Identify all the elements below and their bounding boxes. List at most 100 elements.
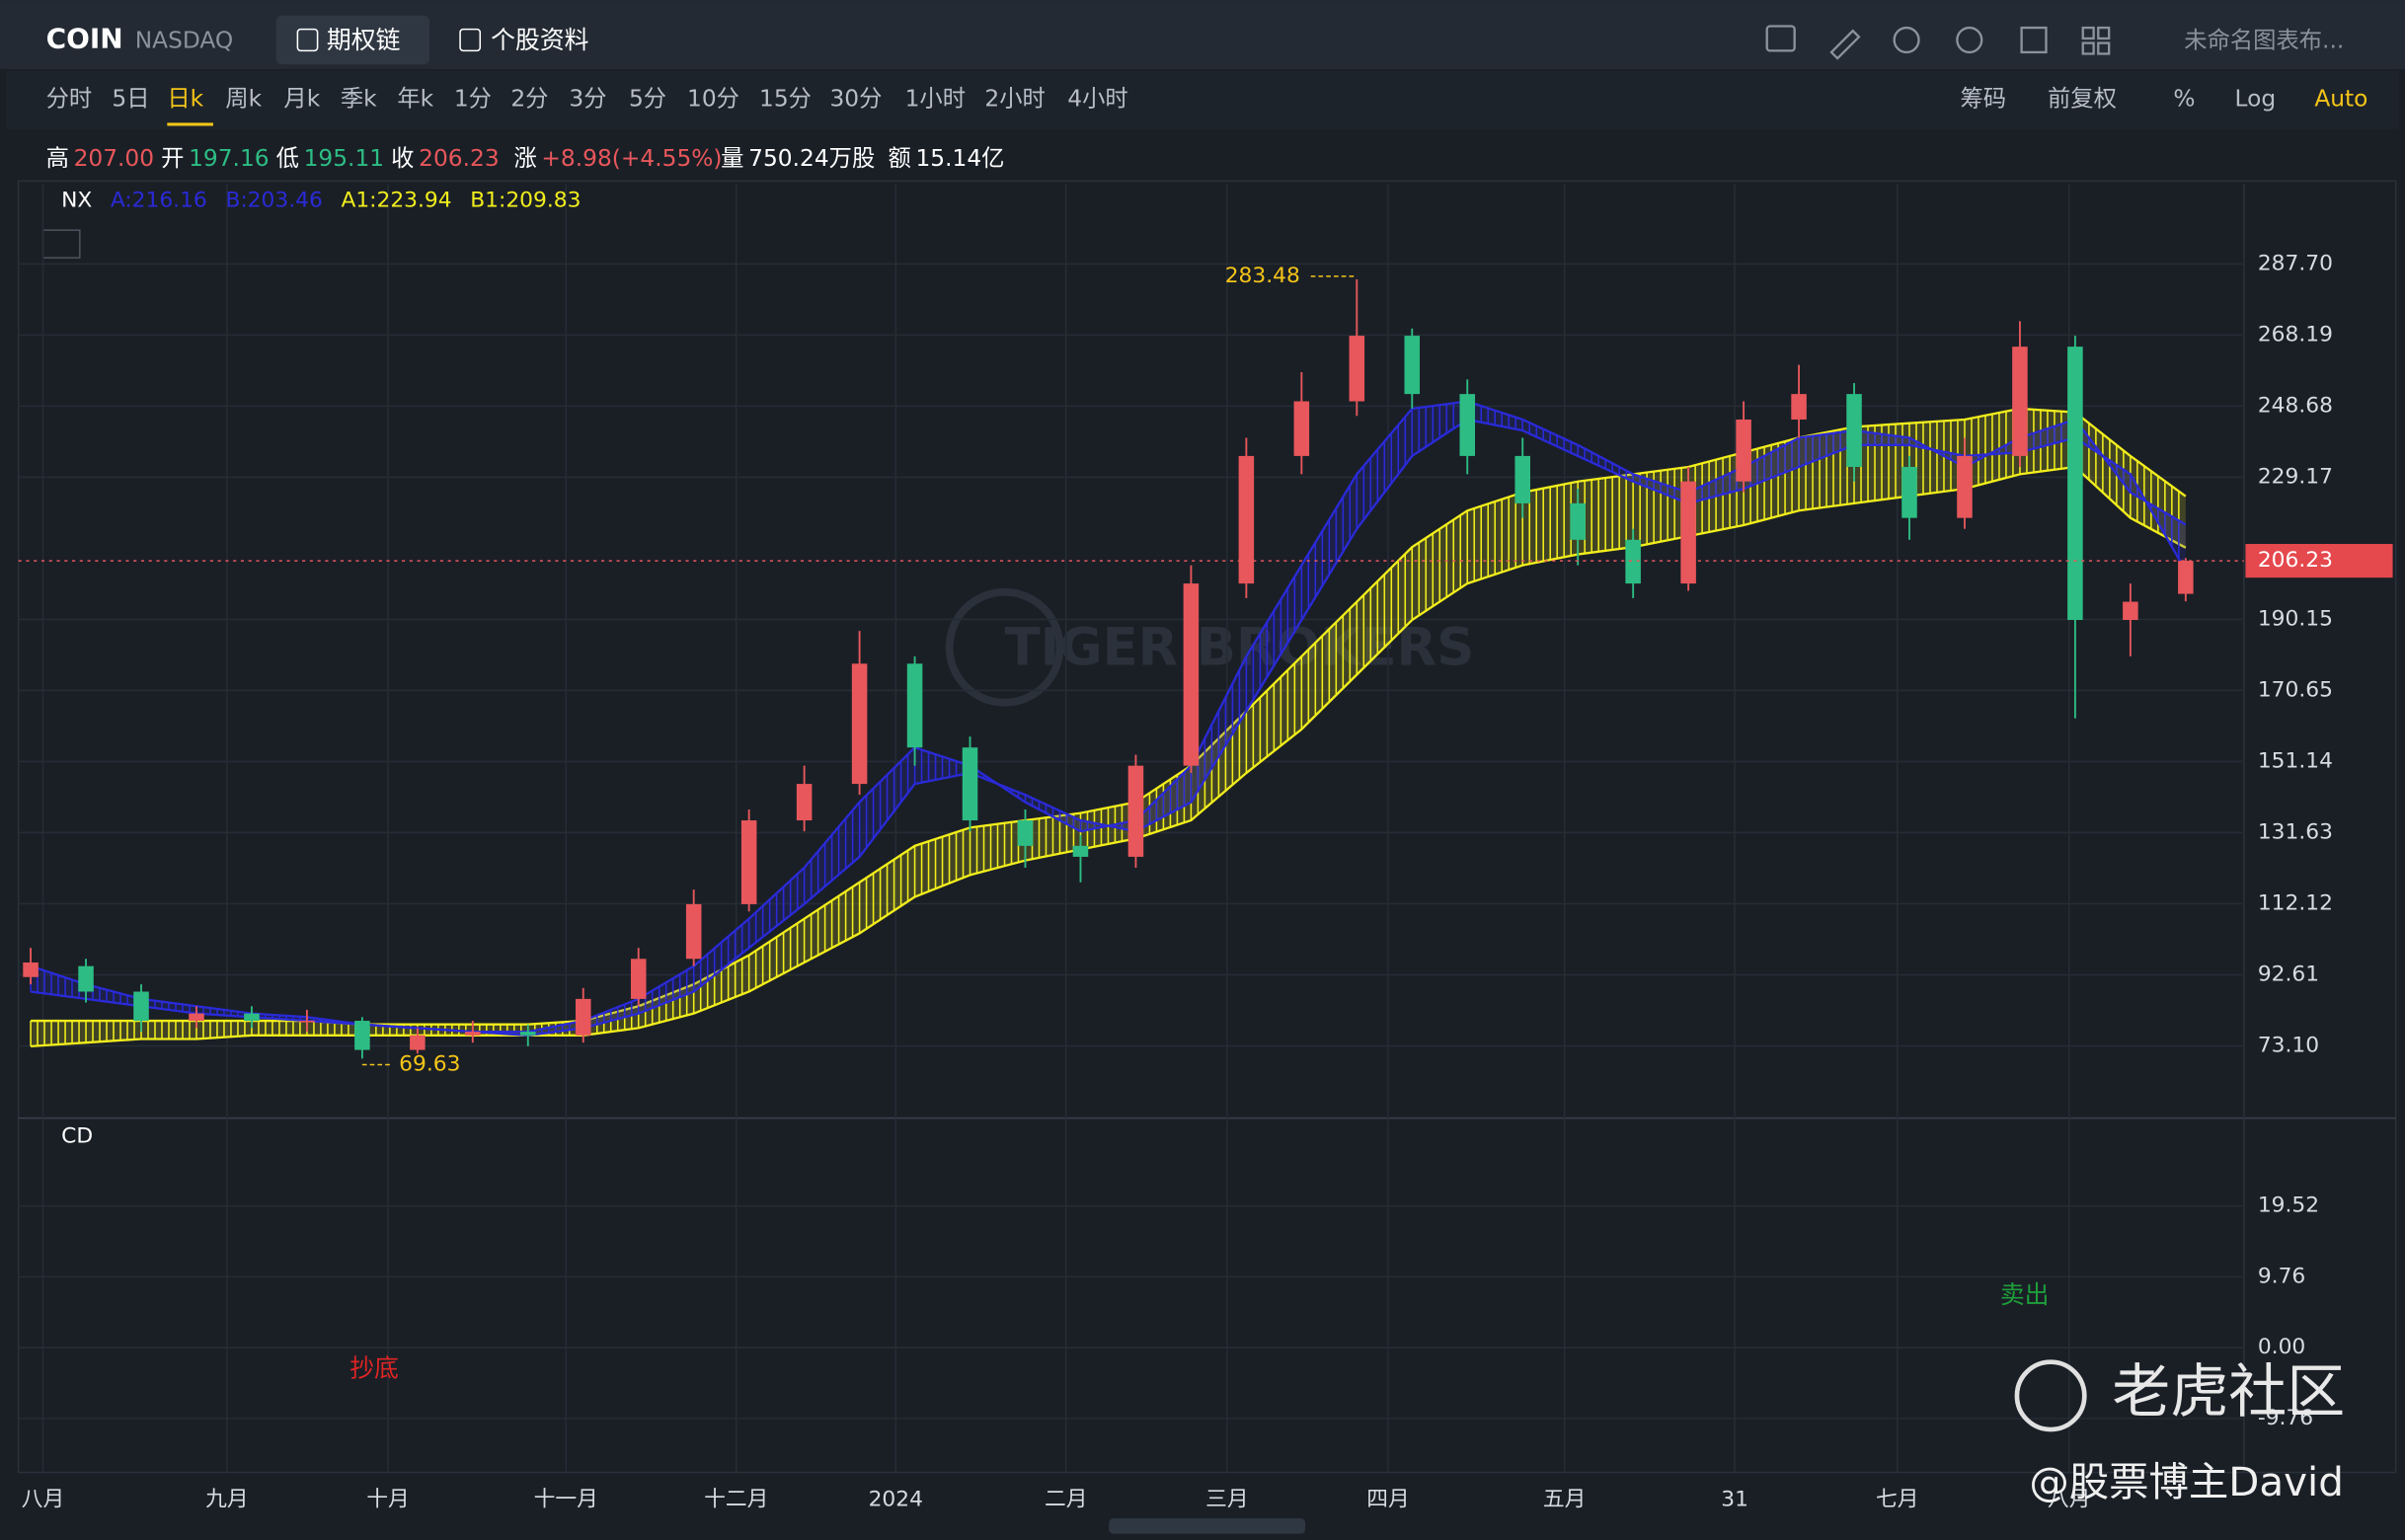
chart-option[interactable]: 筹码 (1960, 86, 2006, 113)
candle-body (1957, 455, 1973, 518)
chart-option[interactable]: % (2173, 86, 2195, 113)
y-tick-label: 190.15 (2258, 606, 2333, 631)
candle-body (1791, 394, 1807, 420)
x-tick-label: 八月 (22, 1488, 64, 1512)
candle-body (630, 959, 647, 999)
tab-icon (459, 28, 482, 52)
x-tick-label: 四月 (1366, 1488, 1410, 1512)
x-tick-label: 五月 (1543, 1488, 1587, 1512)
candle-body (1901, 466, 1917, 518)
y-tick-label: 0.00 (2258, 1335, 2305, 1359)
icon-draw[interactable] (1829, 29, 1861, 60)
period-button[interactable]: 4小时 (1067, 86, 1127, 113)
x-tick-label: 2024 (869, 1488, 923, 1512)
period-button[interactable]: 10分 (687, 86, 739, 113)
y-tick-label: 229.17 (2258, 464, 2333, 489)
chart-option[interactable]: 前复权 (2048, 86, 2117, 113)
period-button[interactable]: 5分 (629, 86, 666, 113)
brand-logo (945, 587, 1064, 707)
candle-body (1846, 394, 1862, 467)
quote-label: 量 (721, 145, 743, 172)
watermark-author: @股票博主David (2029, 1459, 2343, 1505)
icon-layout[interactable] (2081, 26, 2095, 40)
candle-body (1459, 394, 1476, 456)
candle-body (465, 1032, 481, 1036)
period-button[interactable]: 日k (167, 86, 203, 113)
x-tick-label: 八月 (2048, 1488, 2091, 1512)
period-button[interactable]: 3分 (569, 86, 606, 113)
candle-body (189, 1013, 204, 1022)
period-button[interactable]: 1小时 (905, 86, 966, 113)
y-tick-label: 131.63 (2258, 819, 2333, 844)
icon-settings[interactable] (1956, 26, 1983, 54)
candle-body (1238, 455, 1255, 584)
legend-entry: A:216.16 (111, 189, 207, 213)
indicator-name[interactable]: CD (61, 1123, 93, 1148)
y-tick-label: 248.68 (2258, 393, 2333, 418)
chart-option[interactable]: Log (2235, 86, 2277, 113)
candle-body (2067, 346, 2083, 621)
chart-option[interactable]: Auto (2314, 86, 2367, 113)
candle-body (1293, 401, 1310, 456)
x-tick-label: 七月 (1876, 1488, 1919, 1512)
period-button[interactable]: 15分 (759, 86, 812, 113)
candle-body (1072, 845, 1089, 857)
candle-body (575, 998, 591, 1036)
y-tick-label: 151.14 (2258, 748, 2333, 773)
tab[interactable]: 期权链 (327, 26, 401, 54)
candle-body (1404, 336, 1421, 395)
tab[interactable]: 个股资料 (491, 26, 588, 54)
candle-body (133, 991, 149, 1022)
legend-entry: B:203.46 (225, 189, 322, 213)
quote-label: 收 (391, 145, 414, 172)
period-button[interactable]: 年k (397, 86, 433, 113)
period-button[interactable]: 分时 (46, 86, 93, 113)
period-button[interactable]: 2小时 (984, 86, 1045, 113)
period-button[interactable]: 2分 (510, 86, 548, 113)
quote-value: 207.00 (74, 145, 155, 172)
quote-label: 高 (46, 145, 69, 172)
quote-label: 额 (889, 145, 911, 172)
period-button[interactable]: 5日 (112, 86, 149, 113)
icon-indicator[interactable] (1765, 25, 1796, 52)
x-tick-label: 十二月 (704, 1488, 768, 1512)
indicator-name[interactable]: NX (61, 189, 92, 213)
icon-layout[interactable] (2081, 41, 2095, 55)
symbol: COIN (46, 22, 123, 54)
period-button[interactable]: 季k (341, 86, 377, 113)
candle-body (1183, 583, 1200, 766)
candle-body (354, 1021, 370, 1050)
chart-area (17, 180, 2397, 1474)
signal-label: 卖出 (2000, 1280, 2050, 1309)
icon-fullscreen[interactable] (2020, 26, 2048, 54)
candle-body (244, 1013, 260, 1022)
icon-layout[interactable] (2097, 41, 2111, 55)
icon-refresh[interactable] (1893, 26, 1920, 54)
candle-body (1680, 481, 1696, 584)
candle-body (23, 962, 39, 977)
watermark-community: 老虎社区 (2112, 1357, 2345, 1425)
period-button[interactable]: 1分 (454, 86, 492, 113)
legend-entry: A1:223.94 (341, 189, 451, 213)
candle-body (1017, 820, 1034, 846)
period-button[interactable]: 30分 (829, 86, 882, 113)
watermark-logo (2014, 1359, 2087, 1432)
candle-body (2012, 346, 2028, 456)
layout-name[interactable]: 未命名图表布... (2184, 28, 2344, 54)
quote-value: 197.16 (189, 145, 270, 172)
period-button[interactable]: 周k (225, 86, 262, 113)
candle-body (851, 663, 868, 785)
candle-body (78, 965, 94, 992)
quote-label: 低 (276, 145, 299, 172)
y-tick-label: 170.65 (2258, 677, 2333, 702)
y-tick-label: 92.61 (2258, 962, 2319, 986)
x-tick-label: 31 (1721, 1488, 1748, 1512)
icon-layout[interactable] (2097, 26, 2111, 40)
period-button[interactable]: 月k (283, 86, 320, 113)
x-tick-label: 三月 (1205, 1488, 1249, 1512)
scrollbar[interactable] (1109, 1518, 1306, 1534)
y-tick-label: -9.76 (2258, 1406, 2313, 1430)
quote-value: 195.11 (304, 145, 385, 172)
low-label: 69.63 (399, 1052, 460, 1077)
